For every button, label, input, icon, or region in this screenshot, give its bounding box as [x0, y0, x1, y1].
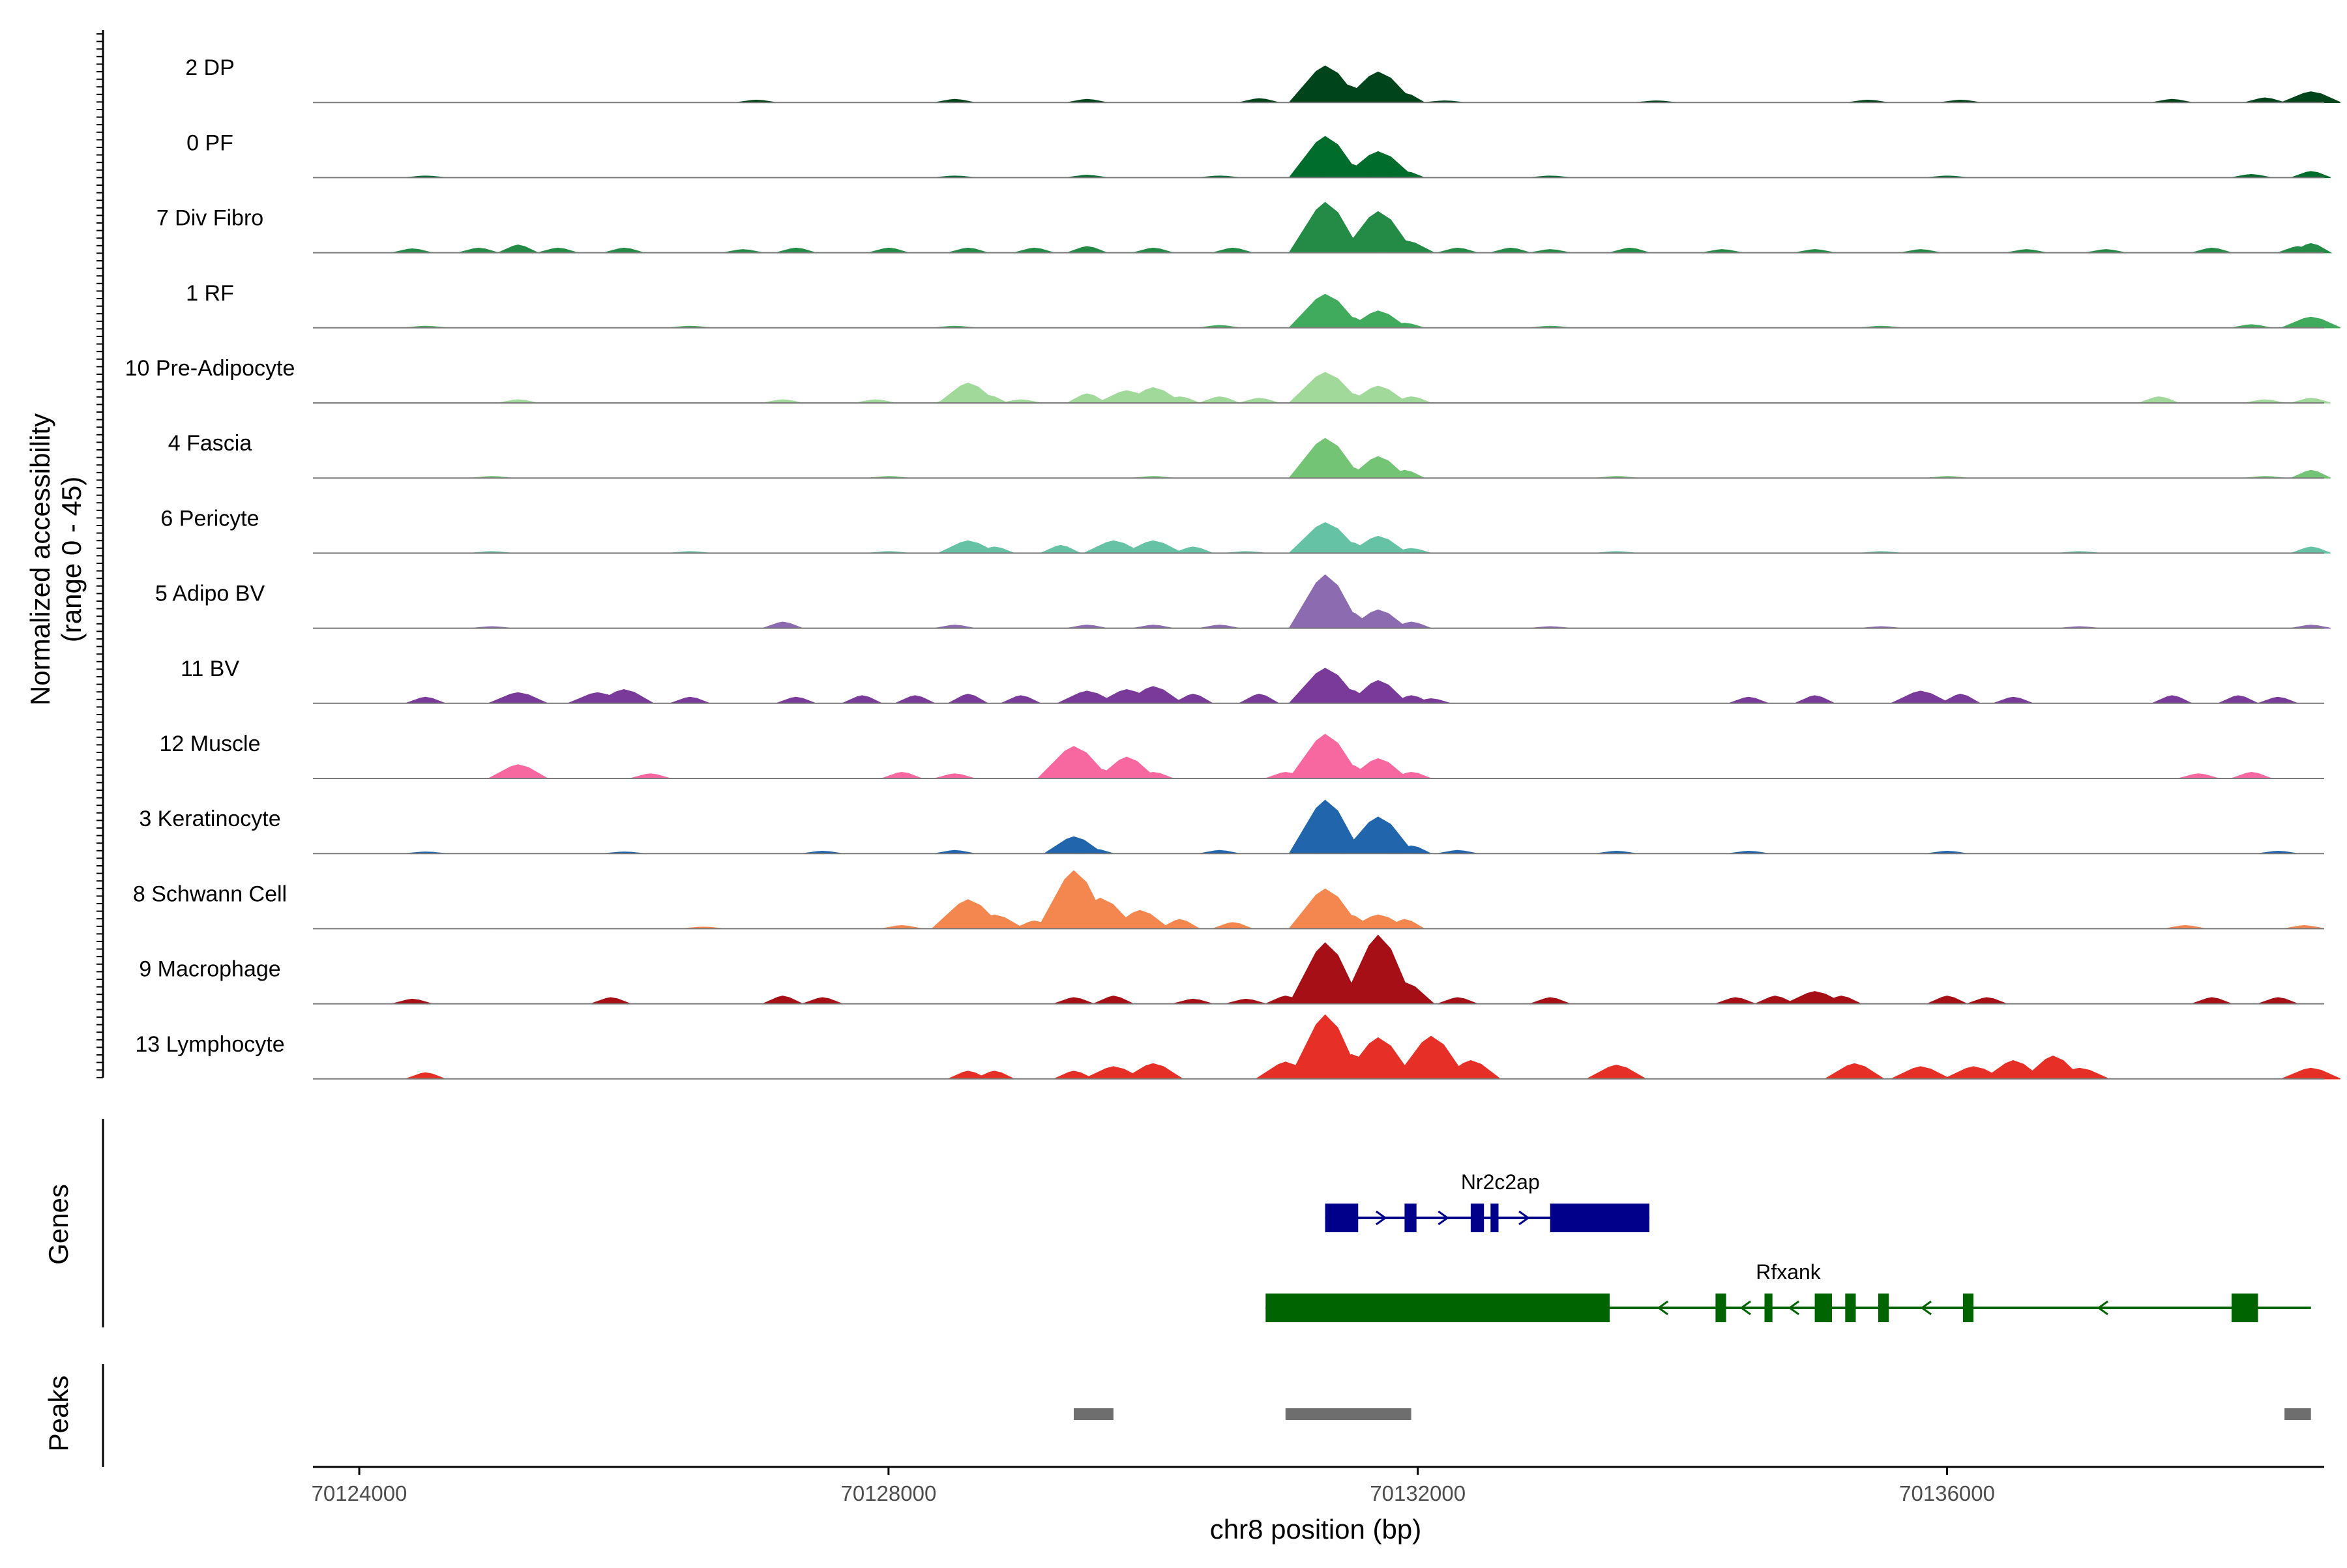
strand-arrow-rfxank	[2097, 1300, 2108, 1316]
track-label-12-muscle: 12 Muscle	[160, 732, 261, 756]
exon-rfxank	[2231, 1294, 2258, 1322]
track-label-1-rf: 1 RF	[186, 281, 234, 306]
exon-rfxank	[1962, 1294, 1974, 1322]
exon-nr2c2ap	[1325, 1204, 1359, 1232]
gene-label-rfxank: Rfxank	[1756, 1260, 1822, 1284]
strand-arrow-nr2c2ap	[1438, 1210, 1449, 1226]
coverage-area-4-fascia	[471, 437, 2331, 479]
coverage-area-12-muscle	[488, 733, 2324, 779]
exon-rfxank	[1715, 1294, 1726, 1322]
track-label-11-bv: 11 BV	[181, 657, 239, 681]
strand-arrow-rfxank	[1657, 1300, 1669, 1316]
y-axis-label: Normalized accessibility	[25, 413, 55, 705]
strand-arrow-rfxank	[1920, 1300, 1932, 1316]
x-axis-label: chr8 position (bp)	[1210, 1514, 1422, 1545]
x-tick-label: 70136000	[1899, 1481, 1995, 1505]
exon-rfxank	[1845, 1294, 1856, 1322]
track-label-6-pericyte: 6 Pericyte	[160, 506, 259, 531]
track-label-13-lymphocyte: 13 Lymphocyte	[135, 1032, 284, 1057]
strand-arrow-rfxank	[1739, 1300, 1751, 1316]
coverage-area-2-dp	[492, 65, 2341, 103]
exon-nr2c2ap	[1470, 1204, 1484, 1232]
strand-arrow-nr2c2ap	[1518, 1210, 1530, 1226]
track-label-9-macrophage: 9 Macrophage	[139, 957, 280, 982]
track-label-0-pf: 0 PF	[186, 130, 233, 155]
gene-label-nr2c2ap: Nr2c2ap	[1461, 1170, 1540, 1194]
x-tick-label: 70128000	[840, 1481, 936, 1505]
peaks-track-label: Peaks	[43, 1376, 74, 1452]
coverage-area-7-div-fibro	[392, 201, 2333, 254]
exon-nr2c2ap	[1490, 1204, 1499, 1232]
coverage-area-10-pre-adipocyte	[492, 372, 2331, 404]
track-label-10-pre-adipocyte: 10 Pre-Adipocyte	[125, 356, 295, 381]
x-tick-label: 70124000	[312, 1481, 407, 1505]
exon-nr2c2ap	[1404, 1204, 1417, 1232]
track-label-2-dp: 2 DP	[185, 55, 235, 80]
x-tick-label: 70132000	[1370, 1481, 1466, 1505]
exon-nr2c2ap	[1550, 1204, 1649, 1232]
exon-rfxank	[1814, 1294, 1832, 1322]
coverage-area-9-macrophage	[392, 934, 2324, 1005]
peak-region	[1074, 1408, 1114, 1420]
coverage-area-6-pericyte	[471, 522, 2331, 554]
coverage-area-3-keratinocyte	[406, 799, 2324, 854]
strand-arrow-rfxank	[1788, 1300, 1800, 1316]
genes-track-label: Genes	[43, 1184, 74, 1265]
coverage-area-13-lymphocyte	[406, 1014, 2341, 1080]
track-label-5-adipo-bv: 5 Adipo BV	[155, 582, 265, 606]
y-axis-range-label: (range 0 - 45)	[56, 477, 87, 642]
track-label-4-fascia: 4 Fascia	[168, 431, 252, 456]
track-label-7-div-fibro: 7 Div Fibro	[156, 206, 263, 231]
track-label-3-keratinocyte: 3 Keratinocyte	[139, 806, 280, 831]
coverage-area-11-bv	[406, 668, 2324, 704]
exon-rfxank	[1764, 1294, 1773, 1322]
exon-rfxank	[1265, 1294, 1610, 1322]
peak-region	[2284, 1408, 2311, 1420]
coverage-area-8-schwann-cell	[492, 870, 2324, 930]
coverage-area-1-rf	[406, 293, 2341, 329]
strand-arrow-nr2c2ap	[1376, 1210, 1387, 1226]
peak-region	[1285, 1408, 1411, 1420]
coverage-area-5-adipo-bv	[471, 574, 2331, 629]
exon-rfxank	[1878, 1294, 1889, 1322]
coverage-area-0-pf	[406, 136, 2331, 179]
track-label-8-schwann-cell: 8 Schwann Cell	[133, 881, 287, 906]
